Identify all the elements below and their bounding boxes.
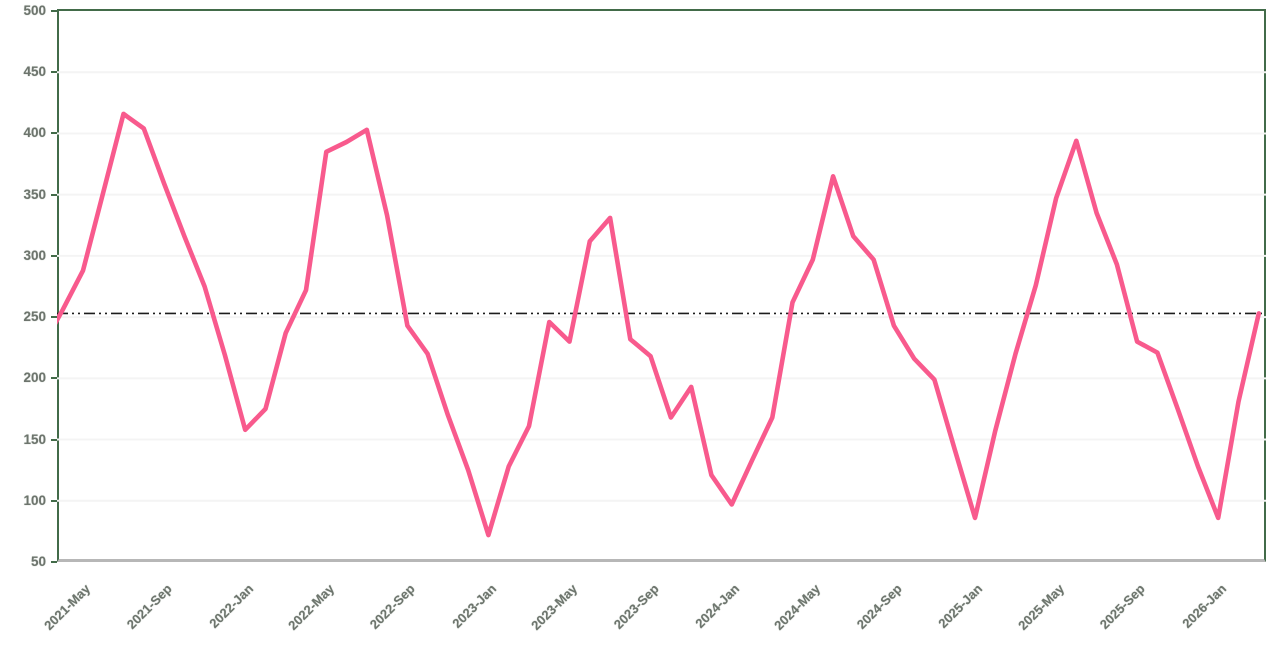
y-axis-label: 300 <box>23 247 46 263</box>
y-axis-tick <box>51 9 57 12</box>
y-axis-tick <box>51 438 57 441</box>
x-axis-label: 2023-May <box>528 581 581 634</box>
chart-canvas <box>57 71 1266 538</box>
x-axis-label: 2023-Jan <box>449 581 500 631</box>
y-axis-label: 500 <box>23 2 46 18</box>
y-axis-label: 450 <box>23 64 46 80</box>
y-axis-label: 150 <box>23 431 46 447</box>
x-axis-label: 2026-Jan <box>1178 581 1229 631</box>
y-axis-label: 50 <box>30 554 46 569</box>
y-axis-tick <box>51 71 57 74</box>
plot-area <box>57 9 1266 562</box>
y-axis-label: 250 <box>23 309 46 325</box>
series-line <box>57 111 1262 538</box>
y-axis-label: 100 <box>23 492 46 508</box>
y-axis-tick <box>51 377 57 380</box>
x-axis-label: 2022-Sep <box>366 581 418 632</box>
y-axis-tick <box>51 316 57 319</box>
y-axis-tick <box>51 193 57 196</box>
x-axis-label: 2024-May <box>771 581 824 634</box>
x-axis-label: 2023-Sep <box>610 581 662 632</box>
x-axis-label: 2021-May <box>41 581 94 634</box>
x-axis-label: 2025-Sep <box>1096 581 1148 632</box>
y-axis-tick <box>51 254 57 257</box>
y-axis-label: 200 <box>23 370 46 386</box>
x-axis-label: 2024-Sep <box>853 581 905 632</box>
x-axis-label: 2025-Jan <box>935 581 986 631</box>
x-axis-label: 2022-Jan <box>205 581 256 631</box>
y-axis-tick <box>51 499 57 502</box>
y-axis-tick <box>51 561 57 563</box>
y-axis-tick <box>51 132 57 135</box>
y-axis-label: 350 <box>23 186 46 202</box>
x-axis-label: 2025-May <box>1014 581 1067 634</box>
x-axis-label: 2024-Jan <box>692 581 743 631</box>
y-axis-label: 400 <box>23 125 46 141</box>
x-axis-label: 2022-May <box>284 581 337 634</box>
x-axis-label: 2021-Sep <box>123 581 175 632</box>
